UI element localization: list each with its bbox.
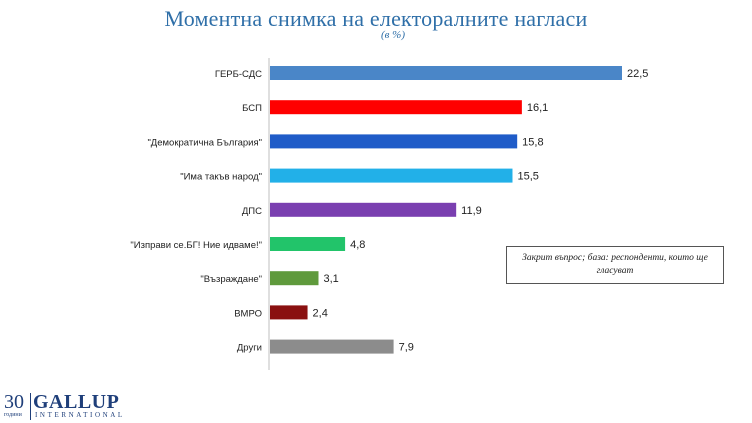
category-label: "Демократична България" — [147, 137, 262, 148]
bar — [270, 134, 518, 149]
note-box: Закрит въпрос; база: респонденти, които … — [506, 246, 724, 284]
bar — [270, 202, 457, 217]
logo-name: GALLUP — [33, 391, 120, 413]
bar — [270, 168, 513, 183]
data-label: 3,1 — [323, 273, 338, 285]
data-label: 11,9 — [461, 205, 482, 217]
logo-divider — [30, 393, 31, 420]
logo-number: 30 — [4, 391, 24, 413]
category-label: "Възраждане" — [200, 274, 262, 285]
data-label: 22,5 — [627, 68, 648, 80]
chart-subtitle: (в %) — [380, 29, 405, 41]
data-label: 4,8 — [350, 239, 365, 251]
category-label: "Изправи се.БГ! Ние идваме!" — [130, 240, 262, 251]
data-label: 16,1 — [527, 102, 548, 114]
data-label: 15,8 — [522, 136, 543, 148]
bar — [270, 100, 522, 115]
bar — [270, 339, 394, 354]
bar — [270, 66, 622, 80]
data-label: 7,9 — [399, 342, 414, 354]
bar — [270, 305, 308, 320]
category-label: "Има такъв народ" — [180, 172, 262, 183]
category-label: Други — [237, 343, 262, 354]
bar — [270, 271, 319, 286]
data-label: 2,4 — [313, 307, 328, 319]
chart-title: Моментна снимка на електоралните нагласи — [164, 6, 588, 31]
bar — [270, 237, 346, 251]
logo-years: години — [4, 412, 22, 418]
category-label: ДПС — [242, 206, 262, 217]
category-label: ГЕРБ-СДС — [215, 69, 262, 80]
category-label: ВМРО — [234, 308, 262, 319]
logo-tagline: INTERNATIONAL — [35, 411, 125, 419]
category-label: БСП — [242, 103, 262, 114]
data-label: 15,5 — [517, 171, 538, 183]
